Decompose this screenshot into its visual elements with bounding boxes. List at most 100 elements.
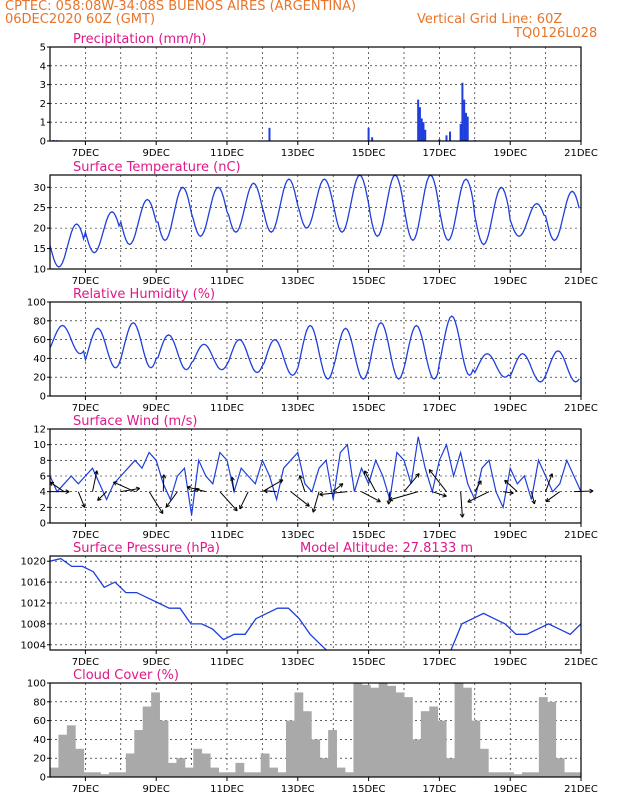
x-tick-label: 15DEC	[352, 530, 386, 541]
wind-arrow-head	[388, 500, 392, 505]
precip-bar	[466, 116, 469, 141]
wind-arrow-head	[96, 470, 99, 475]
x-tick-label: 21DEC	[564, 276, 598, 287]
cloud-bar	[269, 767, 278, 777]
panel-frame-0	[49, 46, 582, 142]
x-tick-label: 13DEC	[281, 657, 315, 668]
wind-arrow	[187, 486, 206, 493]
cloud-bar	[319, 758, 329, 777]
cloud-bar	[522, 772, 531, 777]
cloud-bar	[345, 772, 354, 777]
y-tick-label: 10	[33, 440, 46, 451]
panel-title-0: Precipitation (mm/h)	[73, 32, 206, 47]
cloud-bar	[328, 730, 337, 777]
wind-arrow	[332, 483, 344, 493]
cloud-bar	[66, 725, 76, 777]
cloud-bar	[218, 772, 228, 777]
y-tick-label: 0	[40, 137, 46, 148]
x-tick-label: 11DEC	[210, 530, 244, 541]
wind-arrow-head	[442, 495, 447, 498]
y-tick-label: 20	[33, 224, 46, 235]
wind-arrow-head	[159, 511, 164, 514]
x-tick-label: 9DEC	[143, 530, 170, 541]
y-tick-label: 4	[40, 487, 46, 498]
x-tick-label: 9DEC	[143, 276, 170, 287]
header-run-date: 06DEC2020 60Z (GMT)	[5, 12, 156, 27]
y-tick-label: 100	[27, 679, 46, 690]
wind-arrow-head	[545, 497, 549, 502]
y-tick-label: 1016	[21, 578, 46, 589]
cloud-bar	[125, 753, 135, 777]
y-tick-label: 20	[33, 754, 46, 765]
wind-arrow-head	[509, 492, 514, 495]
wind-arrow-head	[136, 487, 141, 492]
y-tick-label: 100	[27, 298, 46, 309]
cloud-bar	[227, 772, 236, 777]
x-tick-label: 7DEC	[72, 276, 99, 287]
cloud-bar	[50, 767, 59, 777]
wind-arrow-head	[135, 486, 140, 489]
x-tick-label: 19DEC	[493, 276, 527, 287]
cloud-bar	[235, 762, 245, 777]
wind-arrow-head	[312, 509, 317, 513]
cloud-bar	[353, 683, 363, 777]
precip-bar	[464, 112, 467, 141]
wind-arrow-head	[187, 485, 192, 488]
wind-arrow-head	[589, 490, 594, 494]
wind-arrow-head	[415, 473, 420, 476]
cloud-bar	[471, 720, 481, 777]
y-tick-label: 30	[33, 183, 46, 194]
wind-arrow-head	[504, 479, 509, 482]
x-tick-label: 19DEC	[493, 784, 527, 795]
x-tick-label: 17DEC	[423, 530, 457, 541]
precip-bar	[371, 137, 374, 141]
x-tick-label: 9DEC	[143, 657, 170, 668]
wind-arrow-head	[551, 473, 554, 478]
cloud-bar	[134, 730, 144, 777]
panel-frame-3	[49, 428, 582, 524]
temperature-series-line	[49, 174, 580, 268]
wind-arrow	[49, 481, 65, 493]
wind-speed-line	[49, 436, 582, 516]
x-tick-label: 21DEC	[564, 403, 598, 414]
panel-frame-5	[49, 682, 582, 778]
wind-arrow-head	[417, 473, 420, 478]
wind-arrow	[319, 491, 348, 496]
wind-arrow	[573, 490, 594, 493]
wind-arrow	[299, 475, 306, 492]
wind-arrow	[290, 491, 310, 507]
wind-arrow-head	[196, 488, 200, 493]
panel-title-4: Surface Pressure (hPa)	[73, 541, 220, 556]
cloud-bar	[530, 772, 540, 777]
cloud-bar	[75, 748, 85, 777]
wind-arrow	[530, 491, 535, 505]
x-tick-label: 9DEC	[143, 403, 170, 414]
cloud-bar	[159, 720, 169, 777]
x-tick-label: 7DEC	[72, 530, 99, 541]
wind-arrow	[77, 491, 86, 508]
cloud-bar	[58, 734, 68, 777]
cloud-bar	[420, 711, 430, 777]
cloud-bar	[109, 772, 118, 777]
x-tick-label: 21DEC	[564, 530, 598, 541]
wind-arrow-head	[443, 492, 447, 497]
x-tick-label: 9DEC	[143, 148, 170, 159]
wind-arrow-head	[461, 513, 465, 518]
precip-bar	[422, 122, 425, 141]
y-tick-label: 1008	[21, 619, 46, 630]
header-model-id: TQ0126L028	[514, 26, 598, 41]
wind-arrow	[97, 491, 107, 501]
cloud-bar	[100, 774, 110, 777]
x-tick-label: 15DEC	[352, 657, 386, 668]
wind-arrow-head	[97, 496, 100, 501]
precip-bar	[420, 118, 423, 141]
wind-arrow	[148, 491, 164, 514]
x-tick-label: 13DEC	[281, 276, 315, 287]
wind-arrow-head	[504, 480, 507, 485]
cloud-bar	[92, 772, 101, 777]
x-tick-label: 19DEC	[493, 403, 527, 414]
x-tick-label: 11DEC	[210, 148, 244, 159]
x-tick-label: 17DEC	[423, 276, 457, 287]
cloud-bar	[168, 762, 177, 777]
